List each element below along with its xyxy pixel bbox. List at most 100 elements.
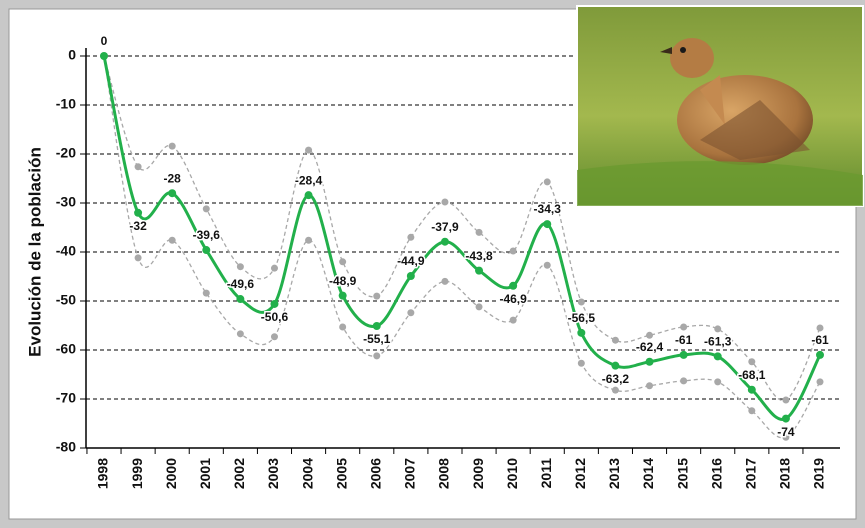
band-point <box>475 303 483 311</box>
band-point <box>305 146 313 154</box>
y-axis-label: Evolución de la población <box>25 147 44 357</box>
band-point <box>236 330 244 338</box>
point <box>440 237 449 246</box>
x-tick-label: 2015 <box>674 458 690 489</box>
band-point <box>339 323 347 331</box>
x-tick-label: 2007 <box>402 458 418 489</box>
value-label: -62,4 <box>636 340 664 354</box>
x-tick-label: 1998 <box>95 458 111 489</box>
value-label: -28,4 <box>295 173 323 187</box>
band-point <box>577 359 585 367</box>
value-label: -34,3 <box>534 202 562 216</box>
value-label: 0 <box>101 34 108 48</box>
band-line <box>103 55 821 439</box>
value-label: -56,5 <box>568 311 596 325</box>
band-point <box>305 236 313 244</box>
point <box>304 191 313 200</box>
band-point <box>202 205 210 213</box>
point <box>202 246 211 255</box>
point <box>816 350 824 359</box>
x-tick-label: 2001 <box>197 458 213 489</box>
point <box>372 321 381 330</box>
x-tick-label: 2012 <box>572 458 588 489</box>
x-tick-label: 2018 <box>777 458 793 489</box>
band-point <box>714 378 722 386</box>
band-point <box>543 178 551 186</box>
x-tick-label: 2000 <box>163 458 179 489</box>
point <box>713 352 722 361</box>
band-point <box>816 378 824 386</box>
band-point <box>646 382 654 390</box>
value-label: -74 <box>777 425 795 439</box>
band-point <box>509 247 517 255</box>
band-point <box>202 289 210 297</box>
point <box>781 414 790 423</box>
x-tick-label: 2006 <box>367 458 383 489</box>
y-tick-label: -50 <box>56 292 76 308</box>
x-tick-label: 2002 <box>231 458 247 489</box>
band-point <box>680 377 688 385</box>
value-label: -46,9 <box>499 292 527 306</box>
band-point <box>475 228 483 236</box>
band-point <box>816 324 824 332</box>
x-tick-label: 2004 <box>299 458 315 489</box>
band-point <box>748 358 756 366</box>
y-tick-label: -20 <box>56 145 76 161</box>
x-tick-label: 2008 <box>436 458 452 489</box>
point <box>611 361 620 370</box>
band-point <box>611 336 619 344</box>
x-tick-label: 2019 <box>811 458 827 489</box>
point <box>645 357 654 366</box>
value-label: -61,3 <box>704 335 732 349</box>
point <box>134 208 143 217</box>
value-label: -49,6 <box>227 277 255 291</box>
point <box>475 266 484 275</box>
x-tick-label: 2009 <box>470 458 486 489</box>
point <box>338 291 347 300</box>
band-point <box>339 258 347 266</box>
value-label: -44,9 <box>397 254 425 268</box>
band-point <box>373 352 381 360</box>
band-point <box>270 264 278 272</box>
x-tick-label: 2016 <box>708 458 724 489</box>
point <box>406 272 415 281</box>
x-tick-label: 1999 <box>129 458 145 489</box>
band-point <box>680 323 688 331</box>
band-point <box>168 236 176 244</box>
point <box>747 385 756 394</box>
value-label: -55,1 <box>363 332 391 346</box>
band-point <box>134 163 142 171</box>
value-label: -50,6 <box>261 310 289 324</box>
y-tick-label: -10 <box>56 96 76 112</box>
y-tick-label: -60 <box>56 341 76 357</box>
x-tick-label: 2003 <box>265 458 281 489</box>
y-tick-label: -80 <box>56 439 76 455</box>
x-tick-label: 2014 <box>640 458 656 489</box>
point <box>100 52 108 60</box>
x-tick-label: 2013 <box>606 458 622 489</box>
point <box>236 295 245 304</box>
band-point <box>782 396 790 404</box>
x-tick-label: 2010 <box>504 458 520 489</box>
point <box>168 189 177 198</box>
point <box>679 350 688 359</box>
photo <box>576 5 864 207</box>
band-point <box>134 254 142 262</box>
band-point <box>407 233 415 241</box>
value-label: -32 <box>129 219 147 233</box>
value-label: -37,9 <box>431 220 459 234</box>
value-label: -61 <box>811 333 829 347</box>
x-tick-label: 2017 <box>743 458 759 489</box>
band-point <box>543 261 551 269</box>
band-point <box>748 407 756 415</box>
value-label: -48,9 <box>329 274 357 288</box>
value-label: -61 <box>675 333 693 347</box>
x-tick-label: 2011 <box>538 458 554 489</box>
y-tick-label: -40 <box>56 243 76 259</box>
point <box>509 281 518 290</box>
band-point <box>714 325 722 333</box>
x-tick-label: 2005 <box>333 458 349 489</box>
band-point <box>577 298 585 306</box>
value-label: -68,1 <box>738 368 766 382</box>
